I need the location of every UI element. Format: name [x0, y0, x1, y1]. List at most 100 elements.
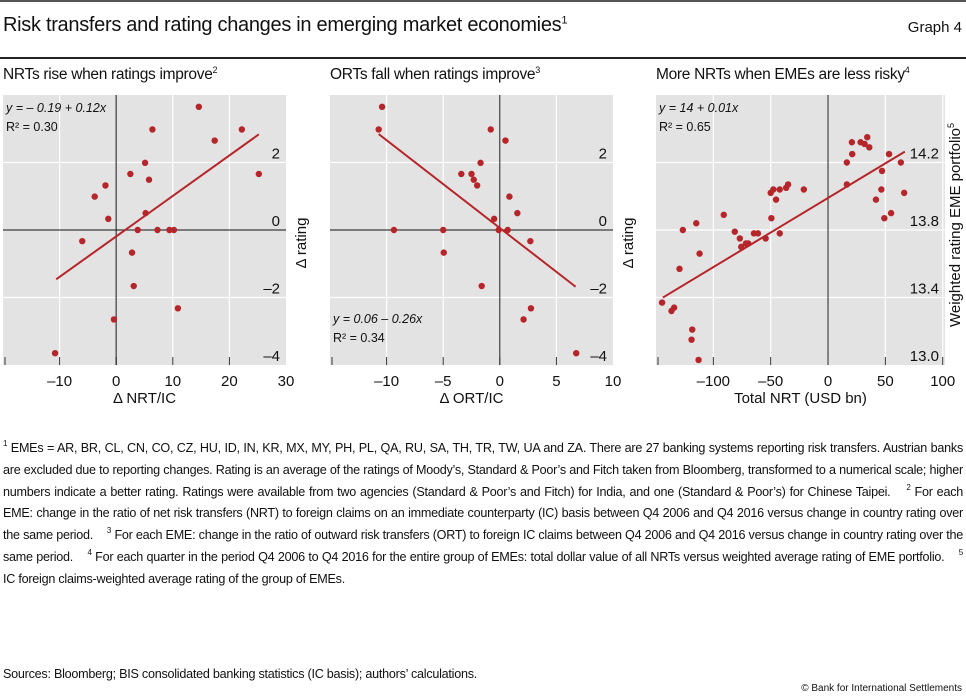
x-axis-title: Total NRT (USD bn): [734, 390, 867, 407]
data-point: [154, 226, 161, 234]
data-point: [864, 133, 871, 141]
data-point: [843, 159, 851, 166]
data-point: [670, 304, 678, 311]
data-point: [127, 170, 134, 178]
footnote-text: IC foreign claims-weighted average ratin…: [3, 571, 345, 586]
data-point: [128, 249, 136, 256]
footnote-text: For each EME: change in the ratio of out…: [3, 528, 963, 564]
x-tick-label: 30: [278, 373, 295, 390]
data-point: [105, 215, 112, 223]
data-point: [776, 230, 783, 237]
data-point: [848, 139, 856, 146]
footnote-2: 2 For each EME: change in the ratio of n…: [3, 483, 963, 543]
data-point: [514, 209, 521, 217]
data-point: [502, 137, 509, 144]
data-point: [145, 176, 153, 183]
regression-equation: y = 0.06 – 0.26x: [332, 312, 423, 326]
data-point: [776, 186, 783, 193]
data-point: [736, 235, 744, 242]
data-point: [468, 170, 475, 178]
header-rule: [0, 57, 966, 59]
y-tick-label: –4: [590, 348, 607, 365]
data-point: [885, 150, 893, 158]
x-tick-label: 20: [221, 373, 238, 390]
panel-2-title-text: ORTs fall when ratings improve: [330, 66, 536, 84]
data-point: [731, 228, 738, 235]
data-point: [872, 196, 880, 203]
title-footnote-ref: 1: [561, 14, 568, 27]
data-point: [720, 211, 727, 219]
data-point: [238, 126, 246, 133]
data-point: [887, 209, 895, 217]
data-point: [878, 167, 886, 175]
footnotes: 1 EMEs = AR, BR, CL, CN, CO, CZ, HU, ID,…: [3, 438, 963, 591]
data-point: [134, 226, 141, 234]
footnote-number: 5: [958, 547, 963, 557]
footnote-text: For each quarter in the period Q4 2006 t…: [91, 549, 955, 564]
y-axis-title: Δ rating: [620, 218, 637, 269]
y-axis-title: Δ rating: [293, 218, 310, 269]
data-point: [149, 126, 156, 133]
data-point: [477, 159, 484, 167]
r-squared-label: R² = 0.65: [659, 120, 711, 134]
data-point: [130, 282, 137, 290]
regression-equation: y = 14 + 0.01x: [658, 101, 739, 115]
data-point: [255, 170, 263, 178]
graph-title-text: Risk transfers and rating changes in eme…: [3, 14, 562, 36]
x-tick-label: 10: [605, 373, 622, 390]
x-tick-label: 10: [164, 373, 181, 390]
footnote-text: For each EME: change in the ratio of net…: [3, 484, 963, 543]
data-point: [375, 126, 382, 133]
data-point: [211, 137, 218, 144]
y-tick-label: 13.4: [910, 281, 939, 298]
data-point: [195, 103, 203, 111]
footnote-number: 1: [3, 439, 8, 448]
regression-line: [55, 133, 260, 281]
x-tick-label: –10: [47, 373, 72, 390]
data-point: [142, 209, 149, 217]
panel-3-title-text: More NRTs when EMEs are less risky: [656, 66, 905, 84]
panel-3-title: More NRTs when EMEs are less risky4: [656, 65, 910, 84]
panel-2-footnote-ref: 3: [535, 65, 540, 75]
panel-1-footnote-ref: 2: [212, 65, 218, 75]
data-point: [676, 265, 683, 273]
x-axis-title: Δ ORT/IC: [440, 390, 504, 407]
data-point: [504, 226, 511, 234]
data-point: [878, 186, 885, 193]
data-point: [487, 126, 494, 133]
data-point: [79, 237, 86, 245]
y-tick-label: 2: [599, 146, 607, 163]
data-point: [693, 220, 700, 227]
x-tick-label: –10: [374, 373, 399, 390]
y-axis-footnote-ref: 5: [946, 123, 956, 128]
data-point: [688, 336, 695, 343]
graph-number: Graph 4: [907, 19, 962, 36]
x-tick-label: –5: [435, 373, 452, 390]
data-point: [520, 316, 527, 323]
y-tick-label: –4: [263, 348, 280, 365]
data-point: [762, 235, 769, 242]
data-point: [390, 226, 398, 234]
data-point: [770, 186, 777, 193]
panel-1-title-text: NRTs rise when ratings improve: [3, 66, 213, 84]
data-point: [102, 182, 109, 189]
graph-title: Risk transfers and rating changes in eme…: [3, 14, 567, 37]
data-point: [506, 193, 513, 200]
data-point: [527, 237, 534, 245]
x-tick-label: 0: [112, 373, 120, 390]
data-point: [51, 349, 59, 357]
footnote-5: 5 IC foreign claims-weighted average rat…: [3, 547, 963, 586]
copyright: © Bank for International Settlements: [801, 683, 962, 694]
data-point: [658, 299, 666, 306]
y-tick-label: 0: [272, 213, 280, 230]
footnote-number: 3: [106, 526, 112, 536]
y-tick-label: 13.8: [910, 213, 939, 230]
regression-equation: y = – 0.19 + 0.12x: [5, 101, 107, 115]
data-point: [696, 250, 703, 257]
x-tick-label: 100: [930, 373, 955, 390]
data-point: [170, 226, 178, 234]
data-point: [754, 230, 762, 237]
regression-line: [662, 150, 906, 299]
data-point: [897, 159, 905, 166]
